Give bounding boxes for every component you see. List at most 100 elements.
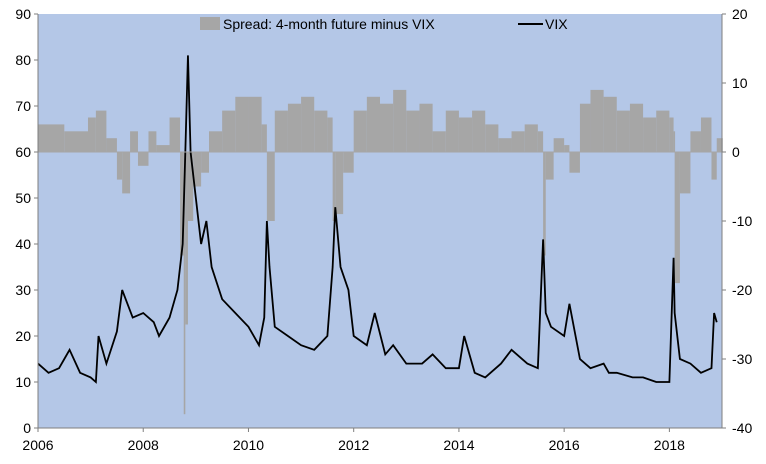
left-axis-ticks: 0 10 20 30 40 50 60 70 80 90 [15, 6, 38, 436]
spread-bar [511, 131, 525, 152]
spread-bar [590, 89, 604, 152]
spread-bar [266, 152, 275, 221]
spread-bar [616, 110, 630, 152]
spread-bar [180, 152, 184, 256]
spread-bar [235, 96, 249, 152]
spread-bar [332, 152, 336, 221]
spread-bar [261, 124, 267, 152]
spread-bar [674, 152, 680, 284]
spread-bar [274, 110, 288, 152]
spread-bar [327, 117, 333, 152]
spread-bar [193, 152, 202, 187]
spread-bar [432, 131, 446, 152]
spread-bar [603, 96, 617, 152]
spread-bar [445, 110, 459, 152]
spread-bar [106, 138, 117, 152]
spread-bar [629, 103, 644, 152]
spread-bar [343, 152, 354, 173]
right-tick-label: 10 [732, 75, 748, 91]
spread-bar [148, 131, 157, 152]
x-tick-label: 2010 [233, 437, 264, 453]
right-tick-label: -10 [732, 213, 752, 229]
legend: Spread: 4-month future minus VIX VIX [200, 16, 568, 32]
spread-bar [524, 124, 538, 152]
legend-label-spread: Spread: 4-month future minus VIX [223, 16, 435, 32]
spread-bar [122, 152, 131, 194]
legend-label-vix: VIX [545, 16, 568, 32]
legend-swatch-spread [200, 17, 220, 30]
left-tick-label: 40 [15, 236, 31, 252]
spread-bar [201, 152, 209, 173]
spread-bar [393, 89, 407, 152]
spread-bar [183, 152, 186, 415]
spread-bar [669, 117, 674, 152]
x-tick-label: 2008 [128, 437, 159, 453]
spread-bar [222, 110, 236, 152]
spread-bar [314, 110, 328, 152]
spread-bar [569, 152, 580, 173]
spread-bar [353, 110, 367, 152]
right-tick-label: -30 [732, 351, 752, 367]
left-tick-label: 0 [23, 420, 31, 436]
right-tick-label: -20 [732, 282, 752, 298]
spread-bar [185, 152, 188, 325]
spread-bar [690, 131, 701, 152]
spread-bar [553, 138, 565, 152]
spread-bar [700, 117, 712, 152]
spread-bar [366, 96, 380, 152]
spread-bar [673, 131, 676, 152]
spread-bar [116, 152, 123, 180]
vix-line [37, 55, 718, 384]
spread-bar [287, 103, 302, 152]
x-axis-ticks: 2006 2008 2010 2012 2014 2016 2018 [22, 428, 685, 453]
spread-bar [458, 117, 473, 152]
x-tick-label: 2016 [549, 437, 580, 453]
left-tick-label: 70 [15, 98, 31, 114]
left-tick-label: 80 [15, 52, 31, 68]
left-tick-label: 10 [15, 374, 31, 390]
spread-bar [656, 110, 670, 152]
right-tick-label: 0 [732, 144, 740, 160]
spread-bar [248, 96, 262, 152]
x-tick-label: 2014 [443, 437, 474, 453]
spread-bar [716, 138, 723, 152]
spread-bar [130, 131, 138, 152]
x-tick-label: 2018 [654, 437, 685, 453]
spread-bar [187, 152, 194, 221]
spread-bar [335, 152, 344, 215]
spread-bar [64, 131, 88, 152]
left-tick-label: 60 [15, 144, 31, 160]
spread-bar [472, 110, 486, 152]
spread-bar [711, 152, 717, 180]
left-tick-label: 90 [15, 6, 31, 22]
spread-bars [38, 89, 723, 415]
left-tick-label: 20 [15, 328, 31, 344]
spread-bar [537, 131, 544, 152]
spread-bar [156, 145, 170, 152]
spread-bar [169, 117, 181, 152]
x-tick-label: 2012 [338, 437, 369, 453]
spread-bar [301, 96, 315, 152]
spread-bar [679, 152, 691, 194]
spread-bar [643, 117, 657, 152]
spread-bar [209, 131, 223, 152]
right-tick-label: -40 [732, 420, 752, 436]
spread-bar [419, 103, 433, 152]
left-tick-label: 50 [15, 190, 31, 206]
plot-area [38, 14, 722, 428]
x-tick-label: 2006 [22, 437, 53, 453]
spread-bar [579, 103, 591, 152]
spread-bar [87, 117, 96, 152]
spread-bar [485, 124, 499, 152]
spread-bar [137, 152, 149, 166]
spread-bar [564, 145, 570, 152]
right-tick-label: 20 [732, 6, 748, 22]
spread-bar [545, 152, 554, 180]
spread-bar [543, 152, 546, 256]
spread-bar [380, 103, 394, 152]
spread-bar [95, 110, 107, 152]
right-axis-ticks: -40 -30 -20 -10 0 10 20 [722, 6, 752, 436]
spread-bar [406, 110, 420, 152]
left-tick-label: 30 [15, 282, 31, 298]
spread-bar [38, 124, 65, 152]
